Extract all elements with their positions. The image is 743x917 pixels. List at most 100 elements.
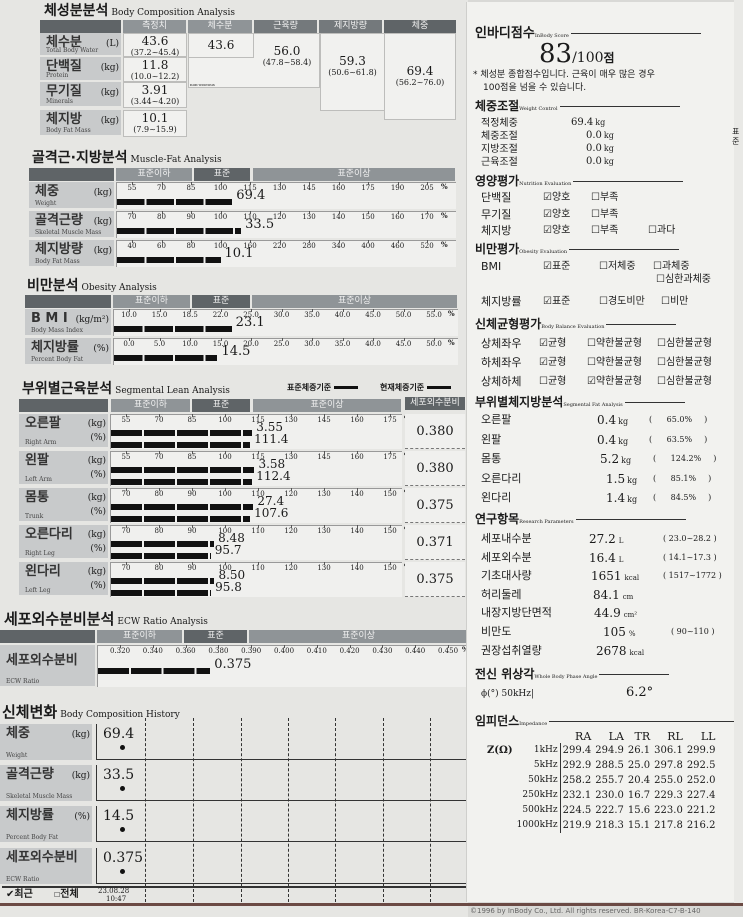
recent-checkbox[interactable]: ✔최근 [6,889,33,901]
label: ϕ(°) 50kHz| [481,689,535,699]
option-부족[interactable]: ☐부족 [591,209,618,221]
label: 오른팔 [481,413,512,426]
option-과체중[interactable]: ☐과체중 [653,261,690,273]
tick-mark [357,488,358,491]
tick-mark [218,645,220,648]
option-label: 과체중 [661,261,690,272]
all-checkbox[interactable]: ☐전체 [54,889,79,901]
row-unit: (kg) [93,246,112,256]
tick-mark [357,525,358,528]
pct: 65.0% [666,415,693,424]
option-양호[interactable]: ☑양호 [543,225,570,237]
bar-current-weight [111,553,211,559]
ecw-ratio-value: 0.371 [405,525,465,560]
unit: L [618,537,624,545]
impedance-value: 232.1 [562,790,592,801]
row-label: B M I Body Mass Index (kg/m²) [25,309,111,337]
tick-label: 50.0 [395,311,412,319]
value: 1.4 kg [606,491,637,507]
row-label: 체지방량 Body Fat Mass (kg) [29,240,114,268]
label: 오른다리 [481,471,522,485]
row-label: 체지방 Body Fat Mass (kg) [40,110,121,137]
unit: kg [603,144,614,153]
tick-mark [284,645,285,648]
tick-label: 130 [317,490,331,498]
option-약한불균형[interactable]: ☐약한불균형 [587,357,642,369]
percent: ( 65.0%) [649,415,729,425]
row-label: 체지방률 Percent Body Fat (%) [25,338,111,366]
rule [606,324,677,325]
tick-mark [309,211,310,214]
tick-label: 100 [218,453,232,461]
col-header: TR [634,730,651,743]
option-부족[interactable]: ☐부족 [591,192,618,204]
unit: kcal [629,648,645,657]
tick-label: 160 [331,184,346,192]
option-양호[interactable]: ☑양호 [543,192,570,204]
bar-value: 10.1 [224,246,254,261]
label: 세포내수분 [481,532,532,545]
option-부족[interactable]: ☐부족 [591,225,618,237]
v: 0.0 [586,143,602,154]
row-label: 체지방률 Percent Body Fat (%) [0,806,92,844]
measured-cell: 43.6 (37.2~45.4) [123,33,187,57]
z-label [485,773,515,788]
tick-mark [309,182,310,185]
value: 27.2 L [589,532,623,548]
tick-label: 90 [187,564,197,572]
tick-mark [192,451,193,454]
row-label: 세포외수분비 ECW Ratio [0,848,92,886]
unit: kg [627,475,638,485]
tick-mark [338,182,340,185]
option-약한불균형[interactable]: ☑약한불균형 [587,376,642,388]
title: 임피던스 [475,714,520,728]
tick-label: 110 [251,490,265,498]
tick-label: 70 [121,564,131,572]
option-심한불균형[interactable]: ☐심한불균형 [657,338,712,350]
impedance-value: 222.7 [595,805,624,816]
option-균형[interactable]: ☑균형 [539,357,566,369]
phase-angle-row: ϕ(°) 50kHz| 6.2° [481,685,721,704]
section-title: 부위별체지방분석Segmental Fat Analysis [475,395,685,410]
tick-label: 85 [187,416,197,424]
option-표준[interactable]: ☑표준 [543,296,570,308]
history-row-line [97,883,467,884]
option-label: 저체중 [607,261,636,272]
checkbox-icon: ☐ [656,274,665,285]
title-en: Nutrition Evaluation [519,181,572,187]
option-심한불균형[interactable]: ☐심한불균형 [657,357,712,369]
bar-value: 107.6 [254,506,289,520]
row-name-en: Right Arm [25,439,57,446]
option-비만[interactable]: ☐비만 [661,296,688,308]
option-균형[interactable]: ☐균형 [539,376,566,388]
band-normal: 표준 [194,168,250,181]
option-표준[interactable]: ☑표준 [543,261,570,273]
impedance-row: 500kHz 224.5 222.7 15.6 223.0 221.2 [485,803,717,818]
option-저체중[interactable]: ☐저체중 [599,261,636,273]
option-심한과체중[interactable]: ☐심한과체중 [656,274,711,286]
research-row: 기초대사량 1651 kcal ( 1517~1772 ) [481,569,743,585]
unit: kg [621,456,632,465]
checkbox-icon: ☐ [587,338,596,349]
tick-mark [159,338,161,341]
option-과다[interactable]: ☐과다 [648,225,675,237]
unit: kg [618,417,629,426]
impedance-value: 292.9 [562,760,592,771]
tick-mark [258,562,259,565]
tick-label: 0.410 [306,647,327,655]
tick-label: 205 [420,184,434,192]
tick-label: 115 [243,184,257,192]
option-양호[interactable]: ☑양호 [543,209,570,221]
label: 체지방률 [481,295,522,308]
option-경도비만[interactable]: ☐경도비만 [599,296,645,308]
option-심한불균형[interactable]: ☐심한불균형 [657,376,712,388]
tick-label: 110 [251,564,265,572]
option-균형[interactable]: ☑균형 [539,338,566,350]
tick-label: 80 [186,242,196,250]
tick-label: 70 [154,416,164,424]
option-label: 부족 [599,192,619,203]
tick-mark [342,338,344,341]
option-약한불균형[interactable]: ☐약한불균형 [587,338,642,350]
section-title: 신체균형평가Body Balance Evaluation [475,317,677,332]
